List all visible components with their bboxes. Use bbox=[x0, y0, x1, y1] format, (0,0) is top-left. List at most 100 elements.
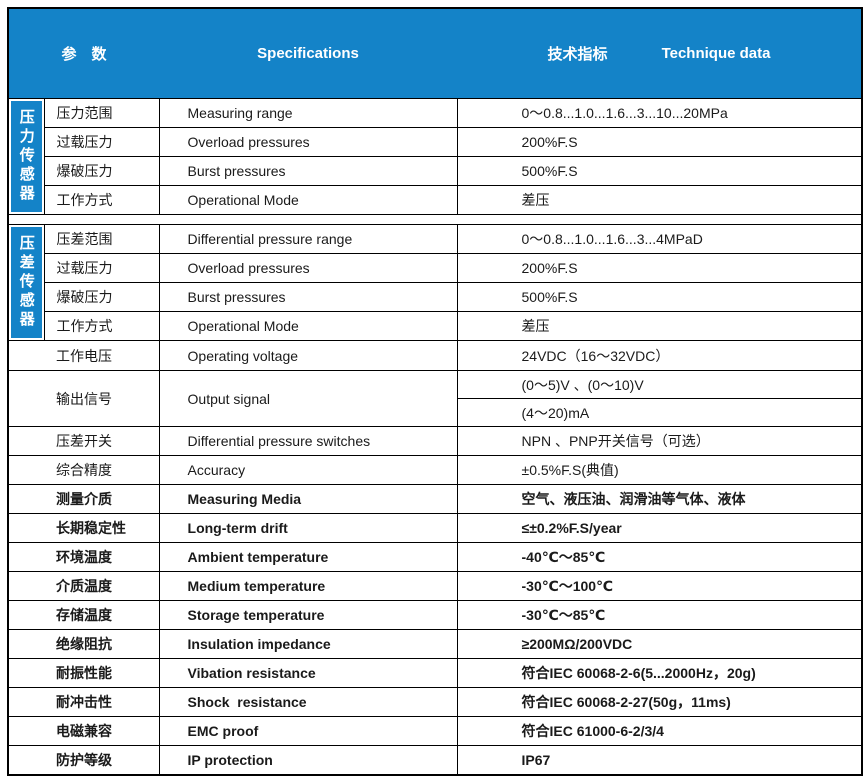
row-label: 测量介质 bbox=[7, 484, 160, 514]
table-row: 防护等级 IP protection IP67 bbox=[7, 745, 863, 775]
row-spec: Differential pressure switches bbox=[158, 426, 458, 456]
table-row: 爆破压力 Burst pressures 500%F.S bbox=[8, 156, 863, 186]
table-row: 介质温度 Medium temperature -30℃～100℃ bbox=[7, 571, 863, 601]
row-spec: Overload pressures bbox=[158, 253, 458, 283]
sidebar-pressure-sensor-label: 压力传感器 bbox=[11, 101, 42, 212]
row-value: 0～0.8...1.0...1.6...3...4MPaD bbox=[456, 224, 863, 254]
row-value: (4～20)mA bbox=[456, 398, 863, 427]
table-row: 存储温度 Storage temperature -30℃～85℃ bbox=[7, 600, 863, 630]
row-spec: Operational Mode bbox=[158, 311, 458, 341]
row-label: 电磁兼容 bbox=[7, 716, 160, 746]
row-label: 存储温度 bbox=[7, 600, 160, 630]
row-value: 0～0.8...1.0...1.6...3...10...20MPa bbox=[456, 98, 863, 128]
row-label: 工作方式 bbox=[43, 185, 160, 215]
table-row: 综合精度 Accuracy ±0.5%F.S(典值) bbox=[7, 455, 863, 485]
row-label: 工作方式 bbox=[43, 311, 160, 341]
row-value: IP67 bbox=[456, 745, 863, 775]
row-value: -30℃～100℃ bbox=[456, 571, 863, 601]
row-spec: Vibation resistance bbox=[158, 658, 458, 688]
row-spec: Differential pressure range bbox=[158, 224, 458, 254]
table-row: 压差传感器 压差范围 Differential pressure range 0… bbox=[7, 224, 863, 341]
row-value: ≤±0.2%F.S/year bbox=[456, 513, 863, 543]
row-value: 200%F.S bbox=[456, 253, 863, 283]
spec-table: 参 数 Specifications 技术指标 Technique data 压… bbox=[7, 7, 864, 776]
row-value: 24VDC（16～32VDC） bbox=[456, 340, 863, 371]
row-spec: Operating voltage bbox=[158, 340, 458, 371]
row-value: -30℃～85℃ bbox=[456, 600, 863, 630]
header-specifications: Specifications bbox=[159, 8, 458, 99]
row-value: (0～5)V 、(0～10)V bbox=[456, 370, 863, 399]
row-spec: Accuracy bbox=[158, 455, 458, 485]
row-value: ±0.5%F.S(典值) bbox=[456, 455, 863, 485]
row-value: 符合IEC 60068-2-27(50g，11ms) bbox=[456, 687, 863, 717]
row-value: NPN 、PNP开关信号（可选） bbox=[456, 426, 863, 456]
row-spec: Insulation impedance bbox=[158, 629, 458, 659]
table-row: 压力传感器 压力范围 Measuring range 0～0.8...1.0..… bbox=[7, 98, 863, 215]
row-value: 500%F.S bbox=[456, 156, 863, 186]
sidebar-diff-pressure-sensor: 压差传感器 bbox=[7, 224, 45, 341]
row-spec: Output signal bbox=[158, 370, 458, 427]
row-spec: EMC proof bbox=[158, 716, 458, 746]
row-value: 差压 bbox=[456, 311, 863, 341]
header-technique-data: 技术指标 Technique data bbox=[457, 8, 863, 99]
table-row: 绝缘阻抗 Insulation impedance ≥200MΩ/200VDC bbox=[7, 629, 863, 659]
row-label: 绝缘阻抗 bbox=[7, 629, 160, 659]
table-row: 输出信号 Output signal (0～5)V 、(0～10)V bbox=[7, 370, 863, 427]
section-separator bbox=[8, 214, 863, 225]
row-label: 压力范围 bbox=[43, 98, 160, 128]
table-row: 测量介质 Measuring Media 空气、液压油、润滑油等气体、液体 bbox=[7, 484, 863, 514]
row-value: 符合IEC 61000-6-2/3/4 bbox=[456, 716, 863, 746]
row-label: 输出信号 bbox=[7, 370, 160, 427]
header-params: 参 数 bbox=[8, 8, 160, 99]
table-row: 耐冲击性 Shock resistance 符合IEC 60068-2-27(5… bbox=[7, 687, 863, 717]
row-value: ≥200MΩ/200VDC bbox=[456, 629, 863, 659]
table-row: 耐振性能 Vibation resistance 符合IEC 60068-2-6… bbox=[7, 658, 863, 688]
row-label: 工作电压 bbox=[7, 340, 160, 371]
row-spec: Shock resistance bbox=[158, 687, 458, 717]
row-spec: Ambient temperature bbox=[158, 542, 458, 572]
row-value: -40℃～85℃ bbox=[456, 542, 863, 572]
row-label: 爆破压力 bbox=[43, 282, 160, 312]
row-label: 压差范围 bbox=[43, 224, 160, 254]
table-row: 电磁兼容 EMC proof 符合IEC 61000-6-2/3/4 bbox=[7, 716, 863, 746]
header-tech-en: Technique data bbox=[661, 45, 771, 62]
table-row: 过载压力 Overload pressures 200%F.S bbox=[8, 253, 863, 283]
section-separator-row bbox=[8, 214, 863, 225]
row-spec: Measuring Media bbox=[158, 484, 458, 514]
row-spec: Measuring range bbox=[158, 98, 458, 128]
table-row: 工作方式 Operational Mode 差压 bbox=[8, 185, 863, 215]
table-row: 环境温度 Ambient temperature -40℃～85℃ bbox=[7, 542, 863, 572]
row-spec: Burst pressures bbox=[158, 282, 458, 312]
row-value: 差压 bbox=[456, 185, 863, 215]
spec-sheet: 参 数 Specifications 技术指标 Technique data 压… bbox=[7, 7, 864, 776]
table-row: 压差开关 Differential pressure switches NPN … bbox=[7, 426, 863, 456]
row-label: 环境温度 bbox=[7, 542, 160, 572]
row-spec: Medium temperature bbox=[158, 571, 458, 601]
row-value: 500%F.S bbox=[456, 282, 863, 312]
table-header-row: 参 数 Specifications 技术指标 Technique data bbox=[8, 8, 863, 99]
row-label: 过载压力 bbox=[43, 127, 160, 157]
row-label: 压差开关 bbox=[7, 426, 160, 456]
row-label: 综合精度 bbox=[7, 455, 160, 485]
row-value: 空气、液压油、润滑油等气体、液体 bbox=[456, 484, 863, 514]
row-label: 长期稳定性 bbox=[7, 513, 160, 543]
row-label: 介质温度 bbox=[7, 571, 160, 601]
sidebar-pressure-sensor: 压力传感器 bbox=[7, 98, 45, 215]
row-spec: Overload pressures bbox=[158, 127, 458, 157]
row-spec: Burst pressures bbox=[158, 156, 458, 186]
row-label: 耐冲击性 bbox=[7, 687, 160, 717]
sidebar-diff-pressure-sensor-label: 压差传感器 bbox=[11, 227, 42, 338]
table-row: (4～20)mA bbox=[8, 398, 863, 427]
row-label: 过载压力 bbox=[43, 253, 160, 283]
row-spec: Operational Mode bbox=[158, 185, 458, 215]
table-row: 过载压力 Overload pressures 200%F.S bbox=[8, 127, 863, 157]
row-spec: IP protection bbox=[158, 745, 458, 775]
row-value: 200%F.S bbox=[456, 127, 863, 157]
row-spec: Storage temperature bbox=[158, 600, 458, 630]
row-value: 符合IEC 60068-2-6(5...2000Hz，20g) bbox=[456, 658, 863, 688]
table-row: 爆破压力 Burst pressures 500%F.S bbox=[8, 282, 863, 312]
row-spec: Long-term drift bbox=[158, 513, 458, 543]
table-row: 工作电压 Operating voltage 24VDC（16～32VDC） bbox=[7, 340, 863, 371]
table-row: 工作方式 Operational Mode 差压 bbox=[8, 311, 863, 341]
row-label: 防护等级 bbox=[7, 745, 160, 775]
